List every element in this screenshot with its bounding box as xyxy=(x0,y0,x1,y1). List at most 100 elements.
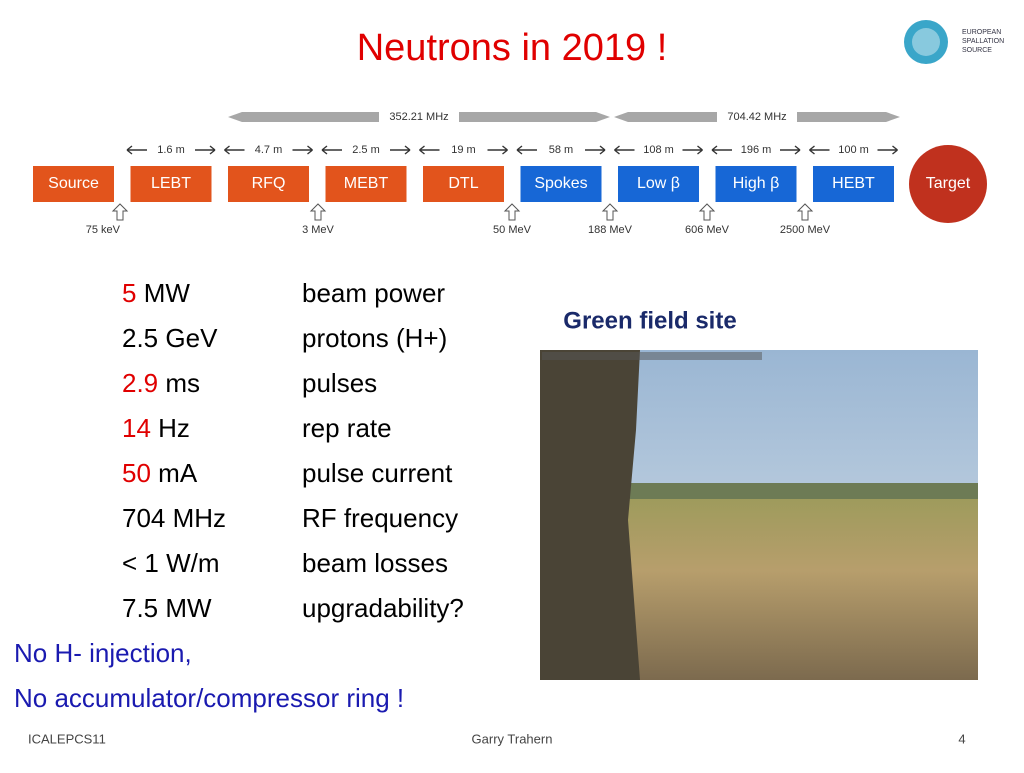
parameters: 5 MW beam power 2.5 GeV protons (H+) 2.9 ms p… xyxy=(122,278,464,623)
unit: GeV xyxy=(165,323,218,353)
value: 50 xyxy=(122,458,151,488)
stage-box xyxy=(520,166,602,202)
parameter-value: 704 MHz xyxy=(122,503,226,533)
unit: mA xyxy=(158,458,198,488)
stage-label: Spokes xyxy=(534,175,587,192)
linac-diagram: 352.21 MHz 704.42 MHz Source LEBT RFQ MEBT DTL… xyxy=(33,109,987,236)
footer-left: ICALEPCS11 xyxy=(28,731,106,746)
logo-line: EUROPEAN xyxy=(962,29,1001,36)
band-label-bg xyxy=(379,109,459,125)
stage-label: Low β xyxy=(637,175,680,192)
length-label: 19 m xyxy=(451,144,475,156)
length-arrow xyxy=(224,145,313,155)
stage-label: DTL xyxy=(448,175,478,192)
value: 2.5 xyxy=(122,323,158,353)
site-caption: Green field site xyxy=(563,307,736,334)
length-label: 2.5 m xyxy=(352,144,380,156)
length-arrow xyxy=(321,145,411,155)
logo-mark xyxy=(904,20,948,64)
band-label: 704.42 MHz xyxy=(727,111,786,123)
energy-arrow xyxy=(601,203,619,221)
parameter-label: upgradability? xyxy=(302,593,464,623)
parameter-value: 2.9 ms xyxy=(122,368,200,398)
length-label: 1.6 m xyxy=(157,144,185,156)
energy-arrow xyxy=(111,203,129,221)
stage-box xyxy=(423,166,504,202)
value: 704 xyxy=(122,503,165,533)
energy-label: 188 MeV xyxy=(588,224,633,236)
length-arrow xyxy=(711,145,801,155)
parameter-label: beam power xyxy=(302,278,445,308)
unit: MHz xyxy=(173,503,226,533)
energy-arrow xyxy=(503,203,521,221)
length-arrow xyxy=(419,145,508,155)
energy-label: 3 MeV xyxy=(302,224,334,236)
parameter-value: < 1 W/m xyxy=(122,548,220,578)
unit: MW xyxy=(165,593,212,623)
unit: Hz xyxy=(158,413,190,443)
notes: No H- injection, No accumulator/compresso… xyxy=(14,638,404,713)
parameter-label: rep rate xyxy=(302,413,392,443)
parameter-label: pulses xyxy=(302,368,377,398)
parameter-value: 7.5 MW xyxy=(122,593,212,623)
photo-foreground xyxy=(540,350,640,680)
target xyxy=(909,145,987,223)
band-label: 352.21 MHz xyxy=(389,111,448,123)
value: < 1 xyxy=(122,548,159,578)
unit: ms xyxy=(165,368,200,398)
logo-line: SOURCE xyxy=(962,47,992,54)
note: No H- injection, xyxy=(14,638,192,668)
length-arrow xyxy=(614,145,703,155)
footer-center: Garry Trahern xyxy=(472,731,553,746)
parameter-label: beam losses xyxy=(302,548,448,578)
logo-inner xyxy=(912,28,940,56)
stage-box xyxy=(325,166,407,202)
value: 7.5 xyxy=(122,593,158,623)
value: 2.9 xyxy=(122,368,158,398)
photo-horizon xyxy=(540,483,978,499)
energy-label: 2500 MeV xyxy=(780,224,831,236)
length-arrow xyxy=(126,145,216,155)
parameter-label: pulse current xyxy=(302,458,453,488)
value: 5 xyxy=(122,278,136,308)
parameter-value: 50 mA xyxy=(122,458,198,488)
page-number: 4 xyxy=(958,731,965,746)
photo-banner xyxy=(542,352,762,360)
energy-label: 75 keV xyxy=(86,224,121,236)
parameter-label: protons (H+) xyxy=(302,323,447,353)
energy-arrow xyxy=(796,203,814,221)
value: 14 xyxy=(122,413,151,443)
stage-box xyxy=(618,166,699,202)
stage-box xyxy=(228,166,309,202)
energy-arrow xyxy=(309,203,327,221)
site-photo xyxy=(540,350,978,680)
stage-label: High β xyxy=(733,175,780,192)
parameter-value: 14 Hz xyxy=(122,413,190,443)
length-label: 196 m xyxy=(741,144,772,156)
length-label: 108 m xyxy=(643,144,674,156)
stage-label: RFQ xyxy=(252,175,286,192)
parameter-label: RF frequency xyxy=(302,503,458,533)
stage-label: HEBT xyxy=(832,175,875,192)
stage-box xyxy=(33,166,114,202)
target-label: Target xyxy=(926,175,971,192)
unit: W/m xyxy=(166,548,219,578)
energy-label: 50 MeV xyxy=(493,224,532,236)
length-label: 4.7 m xyxy=(255,144,283,156)
logo-line: SPALLATION xyxy=(962,38,1004,45)
energy-arrow xyxy=(698,203,716,221)
parameter-value: 5 MW xyxy=(122,278,190,308)
length-arrow xyxy=(516,145,606,155)
stage-box xyxy=(715,166,797,202)
stage-box xyxy=(130,166,212,202)
energy-label: 606 MeV xyxy=(685,224,730,236)
length-label: 58 m xyxy=(549,144,573,156)
band-label-bg xyxy=(717,109,797,125)
stage-label: Source xyxy=(48,175,99,192)
length-arrow xyxy=(809,145,898,155)
note: No accumulator/compressor ring ! xyxy=(14,683,404,713)
parameter-value: 2.5 GeV xyxy=(122,323,218,353)
length-label: 100 m xyxy=(838,144,869,156)
